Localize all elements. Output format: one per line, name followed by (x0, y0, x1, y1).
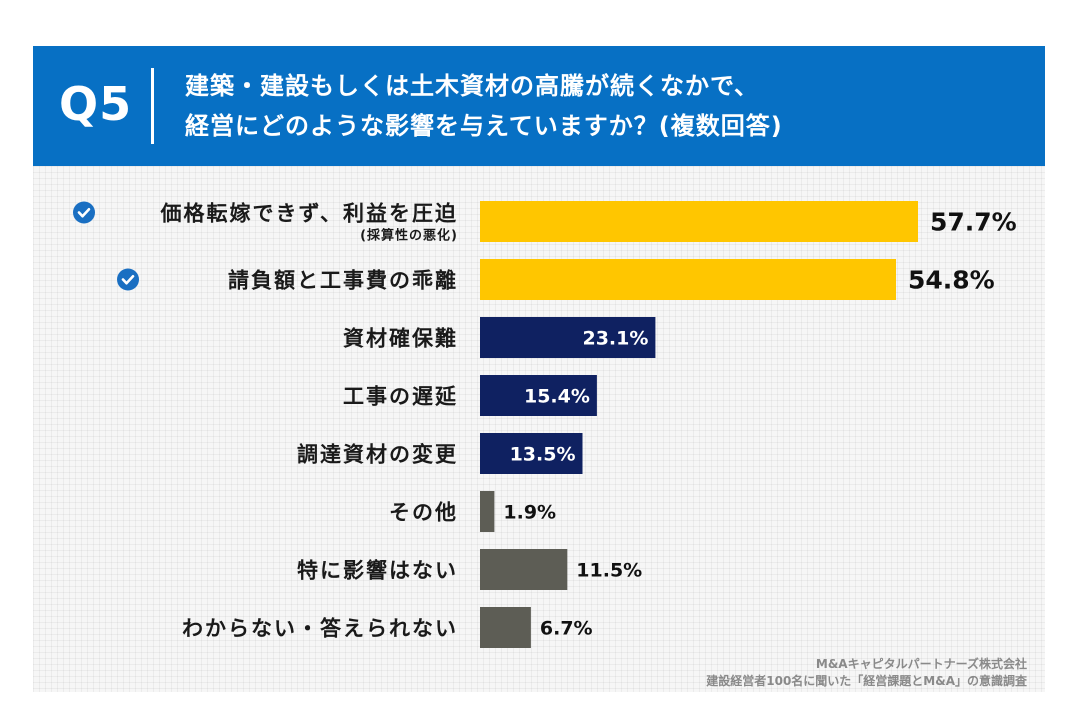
bar-6 (480, 491, 495, 532)
bar-5 (480, 433, 583, 474)
bar-7 (480, 549, 568, 590)
bar-chart: 価格転嫁できず、利益を圧迫 (採算性の悪化) 57.7% 請負額と工事費の乖離 54.8… (73, 201, 1017, 648)
bar-3 (480, 317, 656, 358)
category-label-8: わからない・答えられない (182, 617, 458, 641)
source-line-1: M&Aキャピタルパートナーズ株式会社 (815, 657, 1027, 671)
data-label-1: 57.7% (930, 208, 1017, 237)
data-label-7: 11.5% (576, 559, 642, 581)
category-label-4: 工事の遅延 (343, 385, 458, 409)
category-label-2: 請負額と工事費の乖離 (228, 269, 458, 293)
category-sublabel-1: (採算性の悪化) (360, 228, 458, 244)
data-label-5: 13.5% (510, 443, 576, 465)
infographic-frame: Q5 建築・建設もしくは土木資材の高騰が続くなかで、 経営にどのような影響を与え… (33, 46, 1045, 692)
source-line-2: 建設経営者100名に聞いた「経営課題とM&A」の意識調査 (706, 674, 1027, 688)
bar-1 (480, 201, 918, 242)
source-credit: M&Aキャピタルパートナーズ株式会社 建設経営者100名に聞いた「経営課題とM&… (706, 656, 1027, 690)
question-line-1: 建築・建設もしくは土木資材の高騰が続くなかで、 (185, 72, 760, 100)
data-label-8: 6.7% (540, 617, 593, 639)
check-icon-2 (117, 268, 139, 291)
check-mark-1 (77, 208, 91, 218)
question-text: 建築・建設もしくは土木資材の高騰が続くなかで、 経営にどのような影響を与えていま… (185, 66, 1025, 146)
bar-4 (480, 375, 597, 416)
category-label-3: 資材確保難 (343, 327, 458, 351)
category-label-5: 調達資材の変更 (297, 443, 458, 467)
question-header: Q5 建築・建設もしくは土木資材の高騰が続くなかで、 経営にどのような影響を与え… (33, 46, 1045, 166)
data-label-3: 23.1% (582, 327, 648, 349)
bar-2 (480, 259, 896, 300)
data-label-6: 1.9% (503, 501, 556, 523)
bar-8 (480, 607, 531, 648)
category-label-7: 特に影響はない (297, 559, 458, 583)
question-number: Q5 (59, 77, 133, 131)
data-label-2: 54.8% (908, 266, 995, 295)
check-icon-1 (73, 201, 95, 224)
header-divider (151, 68, 154, 144)
data-label-4: 15.4% (524, 385, 590, 407)
category-label-1: 価格転嫁できず、利益を圧迫 (159, 202, 458, 226)
question-line-2: 経営にどのような影響を与えていますか？(複数回答) (185, 112, 783, 140)
category-label-6: その他 (389, 501, 458, 525)
check-mark-2 (121, 275, 135, 285)
